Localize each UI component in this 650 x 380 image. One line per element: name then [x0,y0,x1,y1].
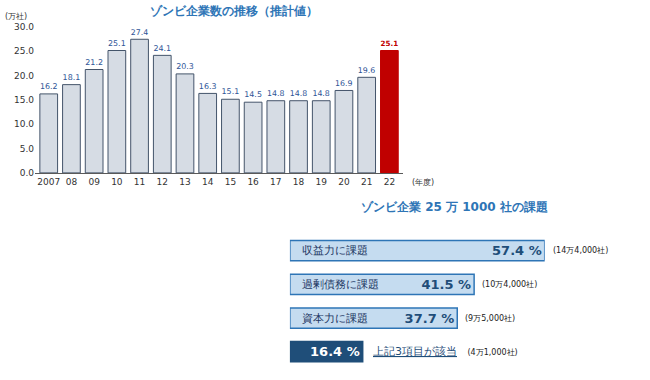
svg-text:24.1: 24.1 [153,44,171,53]
svg-text:20.3: 20.3 [176,62,194,71]
svg-text:41.5 %: 41.5 % [421,277,471,292]
svg-text:17: 17 [270,177,281,187]
svg-text:25.0: 25.0 [14,46,34,56]
svg-text:12: 12 [157,177,168,187]
svg-text:16.3: 16.3 [199,82,217,91]
svg-text:18: 18 [293,177,305,187]
svg-text:15: 15 [225,177,236,187]
svg-text:0.0: 0.0 [20,168,35,178]
svg-text:14.5: 14.5 [244,90,262,99]
svg-text:21.2: 21.2 [85,58,103,67]
svg-text:14.8: 14.8 [267,89,284,98]
svg-text:2007: 2007 [37,177,60,187]
svg-text:14.8: 14.8 [290,89,307,98]
svg-text:5.0: 5.0 [20,144,35,154]
svg-text:19.6: 19.6 [358,66,375,75]
svg-text:27.4: 27.4 [131,28,148,37]
svg-text:ゾンビ企業数の推移（推計値）: ゾンビ企業数の推移（推計値） [150,4,318,18]
svg-text:20: 20 [338,177,350,187]
svg-text:15.0: 15.0 [14,95,34,105]
svg-text:資本力に課題: 資本力に課題 [302,312,368,325]
svg-text:過剰債務に課題: 過剰債務に課題 [302,278,379,291]
svg-text:10: 10 [111,177,123,187]
svg-text:(10万4,000社): (10万4,000社) [482,280,537,289]
svg-text:14: 14 [202,177,214,187]
svg-text:20.0: 20.0 [14,71,34,81]
svg-text:11: 11 [134,177,145,187]
svg-text:13: 13 [179,177,190,187]
svg-text:37.7 %: 37.7 % [405,311,455,326]
svg-text:収益力に課題: 収益力に課題 [302,244,368,257]
svg-text:30.0: 30.0 [14,22,34,32]
svg-text:16: 16 [247,177,259,187]
svg-text:16.4 %: 16.4 % [310,344,360,359]
svg-text:10.0: 10.0 [14,119,34,129]
svg-text:上記3項目が該当 (4万1,000社): 上記3項目が該当 (4万1,000社) [373,345,518,358]
svg-text:(年度): (年度) [412,178,434,187]
svg-text:08: 08 [66,177,78,187]
svg-text:19: 19 [316,177,328,187]
svg-text:(9万5,000社): (9万5,000社) [465,314,515,323]
svg-text:ゾンビ企業 25 万 1000 社の課題: ゾンビ企業 25 万 1000 社の課題 [361,200,548,214]
svg-text:18.1: 18.1 [63,73,81,82]
svg-text:21: 21 [361,177,372,187]
svg-text:25.1: 25.1 [381,39,399,48]
svg-text:15.1: 15.1 [222,87,240,96]
svg-text:09: 09 [88,177,100,187]
svg-text:16.9: 16.9 [335,79,352,88]
svg-text:57.4 %: 57.4 % [492,243,542,258]
svg-text:16.2: 16.2 [40,82,58,91]
svg-text:(14万4,000社): (14万4,000社) [553,246,608,255]
svg-text:(万社): (万社) [5,12,27,21]
svg-text:25.1: 25.1 [108,39,126,48]
svg-text:14.8: 14.8 [312,89,329,98]
svg-text:22: 22 [384,177,395,187]
